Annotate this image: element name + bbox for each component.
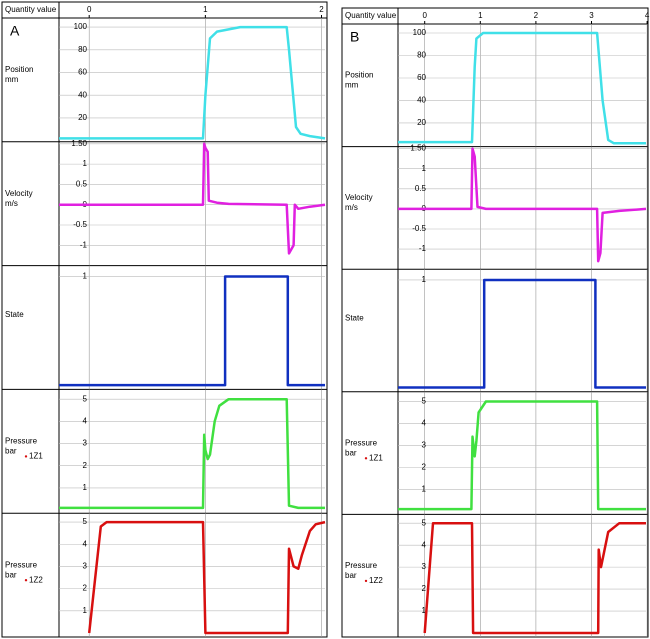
y-tick-label: 5 [422,518,427,527]
row-label: Pressure [345,438,378,447]
y-tick-label: -1 [80,240,88,249]
row-label: State [5,310,24,319]
y-tick-label: 2 [422,462,427,471]
y-tick-label: 2 [83,584,88,593]
y-tick-label: 5 [83,394,88,403]
tag-dot [24,455,28,458]
data-line [398,31,646,145]
y-tick-label: 2 [83,461,88,470]
x-tick-label: 4 [645,11,650,20]
y-tick-label: 1 [422,606,427,615]
y-tick-label: 1 [83,606,88,615]
row-label: Position [345,71,373,80]
y-tick-label: 1 [422,484,427,493]
y-tick-label: 1 [83,272,88,281]
y-tick-label: 60 [417,73,426,82]
row-label: Velocity [5,189,33,198]
y-tick-label: 4 [422,540,427,549]
row-tag: 1Z2 [369,576,383,585]
row-label: bar [5,447,17,456]
y-tick-label: 0.5 [76,180,88,189]
data-line [87,520,326,635]
tag-dot [24,578,28,582]
header-label: Quantity value [5,5,57,14]
panel-frame [1,1,328,638]
y-tick-label: 2 [422,584,427,593]
y-tick-label: -0.5 [412,224,426,233]
y-tick-label: 5 [83,517,88,526]
row-label: bar [345,448,357,457]
x-tick-label: 0 [87,5,92,14]
panel-frame [341,7,649,638]
row-label: Pressure [5,560,38,569]
y-tick-label: 4 [83,539,88,548]
y-tick-label: 20 [78,113,87,122]
panel-label: B [350,29,359,45]
y-tick-label: -1 [419,244,427,253]
data-line [59,397,325,510]
y-tick-label: 100 [74,22,88,31]
tag-dot [364,457,368,460]
row-label: Pressure [5,437,38,446]
x-tick-label: 2 [534,11,539,20]
row-label: Pressure [345,561,378,570]
data-line [398,278,646,389]
header-label: Quantity value [345,11,397,20]
y-tick-label: 80 [417,51,426,60]
data-line [59,25,326,140]
y-tick-label: 80 [78,45,87,54]
x-tick-label: 3 [589,11,594,20]
row-label: mm [345,81,359,90]
y-tick-label: 20 [417,118,426,127]
y-tick-label: 3 [83,439,88,448]
x-tick-label: 1 [203,5,208,14]
y-tick-label: 5 [422,397,427,406]
data-line [398,400,646,511]
data-line [423,521,646,635]
y-tick-label: 1.50 [71,139,87,148]
y-tick-label: 100 [413,28,427,37]
y-tick-label: 4 [83,416,88,425]
y-tick-label: 40 [78,90,87,99]
y-tick-label: 1 [422,275,427,284]
x-tick-label: 2 [319,5,324,14]
row-label: mm [5,75,19,84]
y-tick-label: -0.5 [73,220,87,229]
y-tick-label: 3 [83,562,88,571]
y-tick-label: 4 [422,419,427,428]
y-tick-label: 40 [417,96,426,105]
panel-label: A [10,23,20,39]
x-tick-label: 0 [422,11,427,20]
x-tick-label: 1 [478,11,483,20]
y-tick-label: 60 [78,68,87,77]
data-line [398,147,647,263]
y-tick-label: 1 [83,483,88,492]
row-tag: 1Z1 [369,453,383,462]
row-tag: 1Z2 [29,575,43,584]
row-label: Velocity [345,193,373,202]
tag-dot [364,579,368,583]
y-tick-label: 0.5 [415,184,427,193]
row-label: m/s [5,199,18,208]
y-tick-label: 1 [422,164,427,173]
y-tick-label: 1 [83,159,88,168]
row-label: bar [5,570,17,579]
row-label: bar [345,571,357,580]
data-line [59,275,325,387]
row-label: Position [5,65,33,74]
y-tick-label: 1.50 [410,144,426,153]
y-tick-label: 3 [422,441,427,450]
row-tag: 1Z1 [29,452,43,461]
data-line [59,142,326,255]
row-label: State [345,313,364,322]
y-tick-label: 3 [422,562,427,571]
row-label: m/s [345,203,358,212]
